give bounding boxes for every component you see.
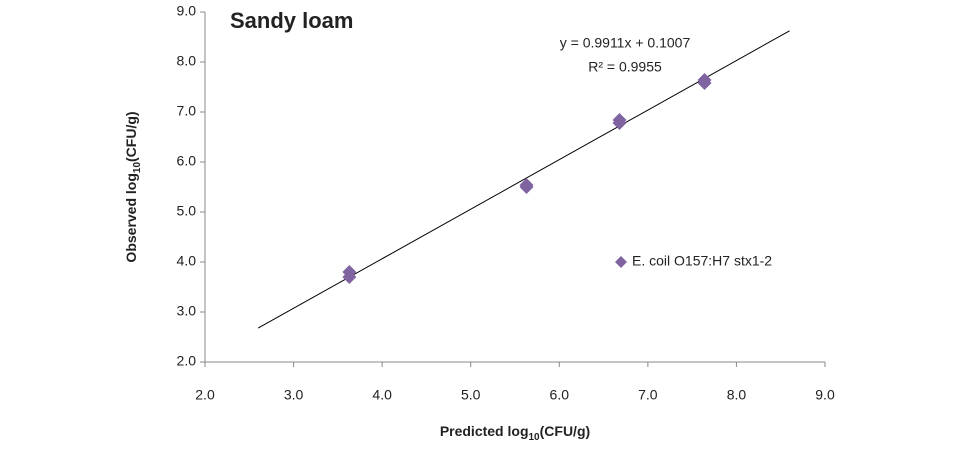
trendline-r2: R² = 0.9955 — [588, 59, 662, 75]
y-tick-label: 9.0 — [177, 3, 197, 19]
trendline-equation: y = 0.9911x + 0.1007 — [560, 35, 691, 51]
y-axis-label-part: 10 — [132, 162, 143, 174]
x-tick-label: 8.0 — [727, 387, 747, 403]
x-tick-label: 3.0 — [284, 387, 304, 403]
y-tick-label: 7.0 — [177, 103, 197, 119]
x-axis-label-part: Predicted log — [440, 423, 529, 439]
x-tick-label: 9.0 — [815, 387, 835, 403]
point — [697, 76, 712, 90]
x-tick-label: 4.0 — [372, 387, 392, 403]
x-axis-label: Predicted log10(CFU/g) — [440, 423, 590, 443]
y-tick-label: 5.0 — [177, 203, 197, 219]
legend-marker — [615, 256, 627, 268]
y-tick-label: 8.0 — [177, 53, 197, 69]
point — [612, 116, 627, 130]
trendline — [257, 30, 790, 329]
x-tick-label: 2.0 — [195, 387, 215, 403]
x-tick-label: 7.0 — [638, 387, 658, 403]
x-tick-label: 6.0 — [550, 387, 570, 403]
point — [519, 180, 534, 194]
y-tick-label: 2.0 — [177, 353, 197, 369]
y-tick-label: 6.0 — [177, 153, 197, 169]
x-axis-label-part: (CFU/g) — [540, 423, 591, 439]
legend-label: E. coil O157:H7 stx1-2 — [632, 253, 772, 269]
x-axis-label-part: 10 — [529, 432, 541, 443]
y-axis-label: Observed log10(CFU/g) — [123, 111, 143, 262]
point — [342, 270, 357, 284]
y-tick-label: 3.0 — [177, 303, 197, 319]
y-axis-label-part: Observed log — [123, 173, 139, 262]
y-tick-label: 4.0 — [177, 253, 197, 269]
y-axis-label-part: (CFU/g) — [123, 111, 139, 162]
chart-title: Sandy loam — [230, 8, 353, 33]
x-tick-label: 5.0 — [461, 387, 481, 403]
